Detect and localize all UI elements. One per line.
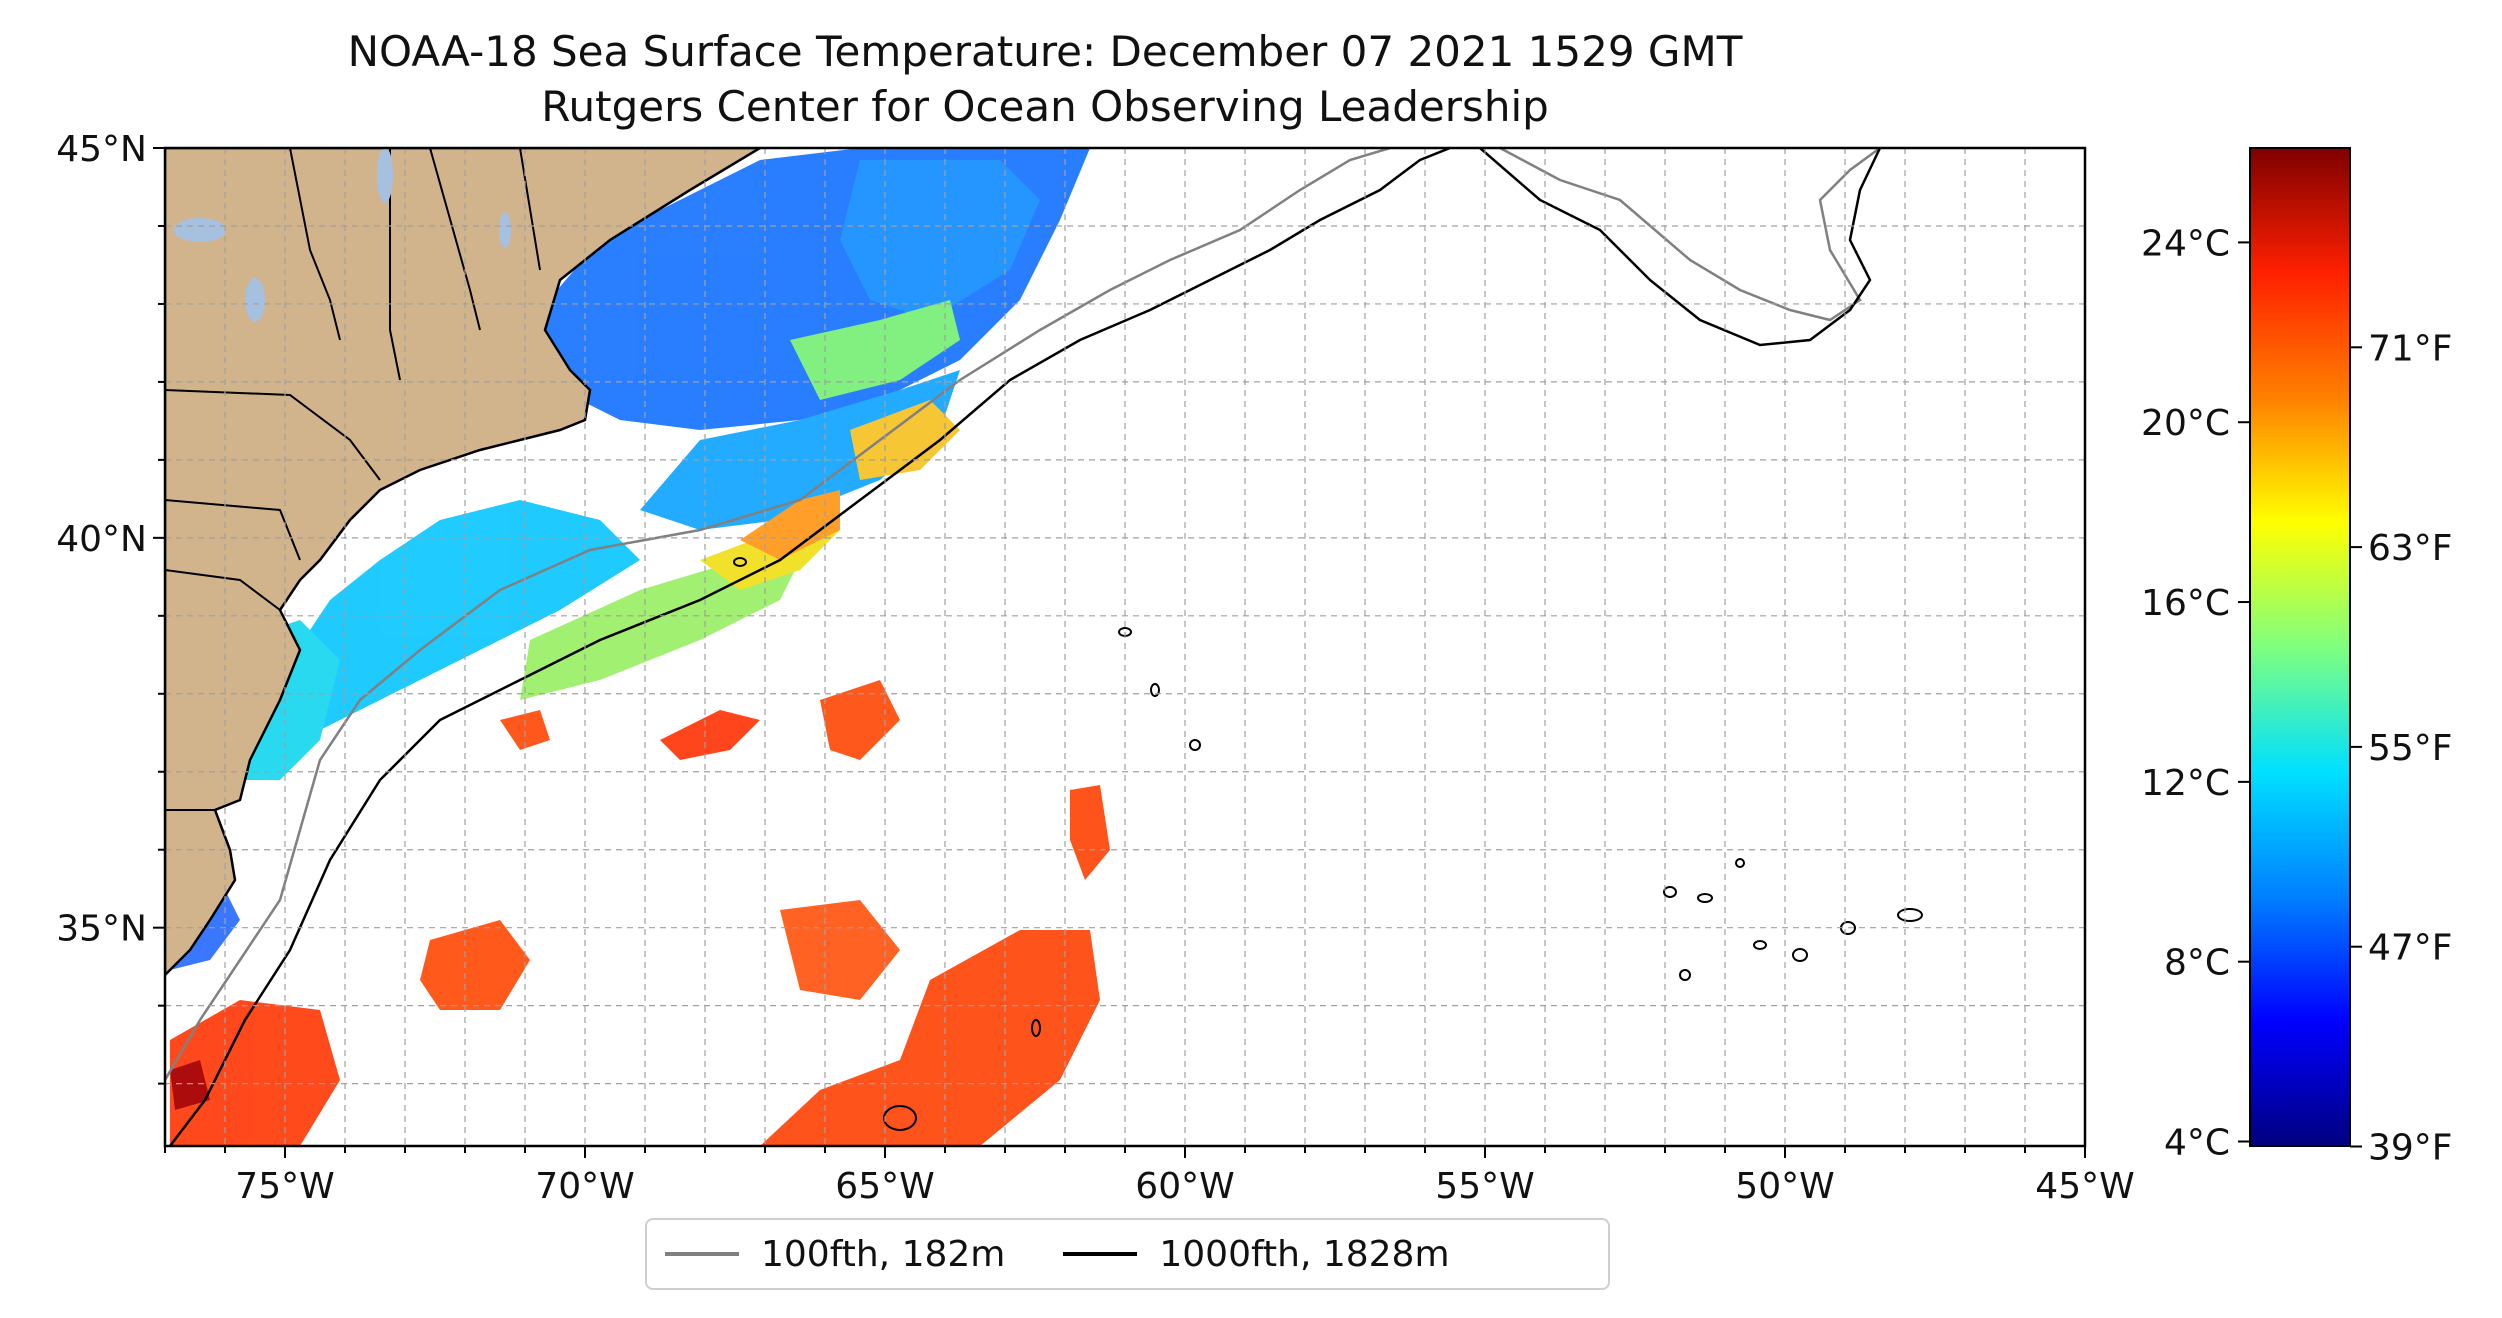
lat-tick-label: 40°N [56, 519, 147, 560]
sst-georges-bank [840, 160, 1040, 320]
sst-red-patch-3 [820, 680, 900, 760]
legend-item-1000fth: 1000fth, 1828m [1063, 1233, 1450, 1275]
legend-label-1000fth: 1000fth, 1828m [1159, 1233, 1450, 1275]
sst-red-patch-6 [780, 900, 900, 1000]
sst-red-patch-4 [1070, 785, 1110, 880]
title-line2: Rutgers Center for Ocean Observing Leade… [541, 82, 1549, 131]
sst-red-patch-7 [170, 1000, 340, 1146]
colorbar-celsius-label: 24°C [2141, 223, 2230, 264]
colorbar-celsius-label: 20°C [2141, 403, 2230, 444]
sst-green-streak [790, 300, 960, 400]
sst-red-patch-5 [420, 920, 530, 1010]
legend-swatch-1000fth [1063, 1252, 1138, 1256]
land-us-coast [165, 148, 763, 977]
lon-tick-label: 75°W [235, 1166, 334, 1207]
lon-tick-label: 50°W [1735, 1166, 1834, 1207]
axis-ticks: 75°W 70°W 65°W 60°W 55°W 50°W 45°W 45°N 40°N 35°N [56, 129, 2134, 1207]
sst-red-patch-1 [500, 710, 550, 750]
colorbar-fahrenheit-label: 55°F [2368, 728, 2453, 769]
lon-tick-label: 65°W [835, 1166, 934, 1207]
lat-tick-label: 35°N [56, 909, 147, 950]
lakes [174, 148, 511, 322]
colorbar-celsius-label: 4°C [2164, 1123, 2230, 1164]
lon-tick-label: 55°W [1435, 1166, 1534, 1207]
sst-slope-green [520, 560, 800, 700]
lat-tick-label: 45°N [56, 129, 147, 170]
colorbar-celsius-label: 12°C [2141, 763, 2230, 804]
title-line1: NOAA-18 Sea Surface Temperature: Decembe… [347, 27, 1743, 76]
isobath-1000fth [169, 148, 1882, 1146]
colorbar-celsius-label: 8°C [2164, 943, 2230, 984]
lon-tick-label: 60°W [1135, 1166, 1234, 1207]
isobath-100fth [165, 148, 1881, 1081]
sst-darkred-patch [170, 1060, 210, 1110]
colorbar-fahrenheit-label: 47°F [2368, 928, 2453, 969]
sst-warm-orange-2 [850, 400, 960, 480]
colorbar-fahrenheit-label: 63°F [2368, 528, 2453, 569]
lon-tick-label: 45°W [2035, 1166, 2134, 1207]
legend: 100fth, 182m 1000fth, 1828m [645, 1218, 1610, 1290]
colorbar-celsius-label: 16°C [2141, 583, 2230, 624]
legend-label-100fth: 100fth, 182m [761, 1233, 1006, 1275]
legend-item-100fth: 100fth, 182m [665, 1234, 1005, 1275]
lon-tick-label: 70°W [535, 1166, 634, 1207]
colorbar-ticks: 4°C 8°C 12°C 16°C 20°C 24°C 39°F 47°F 55°F 63°F 71… [2141, 223, 2452, 1168]
sst-north-shelf [640, 370, 960, 530]
sst-warm-orange-1 [740, 490, 840, 560]
colorbar [2249, 147, 2351, 1147]
legend-swatch-100fth [665, 1252, 739, 1256]
colorbar-fahrenheit-label: 39°F [2368, 1127, 2453, 1168]
sst-patches [170, 148, 1110, 1146]
sst-mid-shelf [270, 500, 640, 740]
colorbar-fahrenheit-label: 71°F [2368, 328, 2453, 369]
gridlines [165, 148, 2085, 1146]
sst-red-patch-8 [760, 930, 1100, 1146]
sst-red-patch-2 [660, 710, 760, 760]
